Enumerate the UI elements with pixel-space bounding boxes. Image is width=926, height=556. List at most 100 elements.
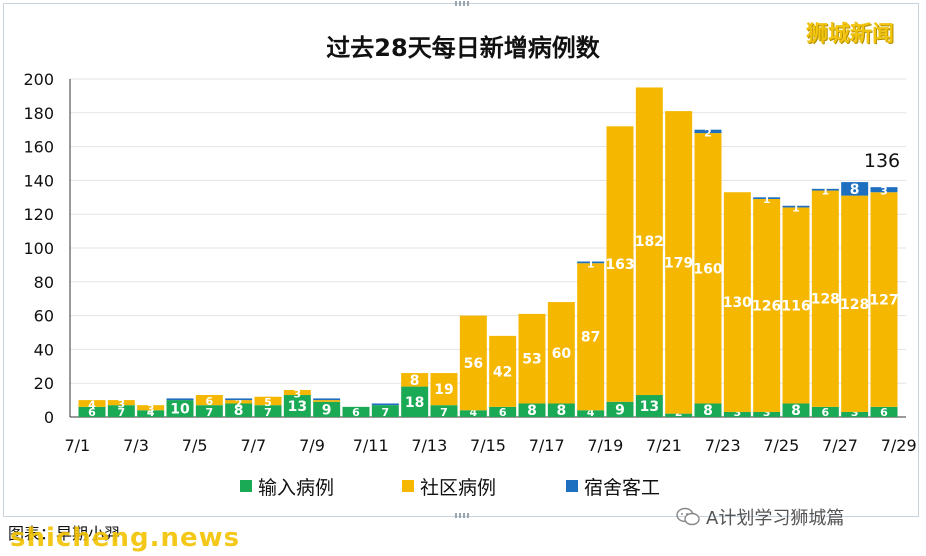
bar-imported xyxy=(195,405,223,417)
data-label-community: 56 xyxy=(464,356,483,372)
data-label-community: 127 xyxy=(869,293,898,309)
x-tick-label: 7/29 xyxy=(881,436,917,455)
data-label-community: 19 xyxy=(434,382,453,398)
y-tick-label: 140 xyxy=(23,171,54,190)
bar-imported xyxy=(635,395,663,417)
bar-dorm xyxy=(753,197,781,199)
bar-community xyxy=(313,400,341,402)
data-label-community: 179 xyxy=(664,255,693,271)
bar-community xyxy=(782,207,810,404)
y-tick-label: 100 xyxy=(23,239,54,258)
x-tick-label: 7/11 xyxy=(353,436,389,455)
bar-community xyxy=(547,302,575,404)
data-label-community: 128 xyxy=(811,292,840,308)
legend-swatch-community xyxy=(402,480,414,492)
legend-label-community: 社区病例 xyxy=(420,476,497,499)
data-label-community: 3 xyxy=(294,387,302,400)
frame-bottom-handle[interactable] xyxy=(455,513,469,518)
bar-imported xyxy=(313,401,341,417)
y-tick-label: 180 xyxy=(23,104,54,123)
data-label-community: 53 xyxy=(522,352,541,368)
data-label-community: 4 xyxy=(88,398,96,411)
x-tick-label: 7/3 xyxy=(123,436,149,455)
data-label-imported: 7 xyxy=(264,406,272,419)
bar-imported xyxy=(870,406,898,417)
bar-dorm xyxy=(577,261,605,264)
y-tick-label: 20 xyxy=(34,374,54,393)
wechat-account-name: A计划学习狮城篇 xyxy=(706,508,845,529)
data-label-dorm: 8 xyxy=(850,182,860,198)
x-tick-label: 7/9 xyxy=(299,436,325,455)
legend-label-imported: 输入病例 xyxy=(258,476,335,499)
data-label-community: 126 xyxy=(752,298,781,314)
bar-community xyxy=(577,263,605,411)
data-label-dorm: 1 xyxy=(587,257,595,270)
bar-dorm xyxy=(782,205,810,208)
data-label-imported: 6 xyxy=(499,406,507,419)
bar-community xyxy=(811,190,839,407)
data-label-imported: 18 xyxy=(405,395,424,411)
data-label-community: 60 xyxy=(552,346,572,362)
bar-dorm xyxy=(694,129,722,134)
bar-imported xyxy=(254,405,282,417)
y-tick-label: 80 xyxy=(34,273,54,292)
total-annotation: 136 xyxy=(864,150,900,172)
data-label-community: 130 xyxy=(723,295,752,311)
y-tick-label: 120 xyxy=(23,205,54,224)
bar-community xyxy=(195,395,223,406)
x-tick-label: 7/5 xyxy=(182,436,208,455)
bar-dorm xyxy=(870,187,898,193)
y-tick-label: 40 xyxy=(34,340,54,359)
bar-community xyxy=(459,315,487,411)
x-tick-label: 7/25 xyxy=(763,436,799,455)
data-label-imported: 4 xyxy=(470,406,478,419)
data-label-imported: 6 xyxy=(880,406,888,419)
bar-dorm xyxy=(841,182,869,196)
bar-dorm xyxy=(371,403,399,406)
data-label-dorm: 3 xyxy=(880,185,888,198)
data-label-imported: 9 xyxy=(615,402,625,418)
bar-imported xyxy=(137,410,165,417)
data-label-dorm: 2 xyxy=(704,126,712,139)
bar-imported xyxy=(665,413,693,417)
legend-label-dorm: 宿舍客工 xyxy=(584,476,661,499)
bar-community xyxy=(841,195,869,412)
data-label-community: 8 xyxy=(410,373,420,389)
x-tick-label: 7/7 xyxy=(240,436,266,455)
brand-logo-text: 狮城新闻 xyxy=(806,22,895,47)
bar-imported xyxy=(371,405,399,417)
data-label-imported: 3 xyxy=(851,406,859,419)
bar-community xyxy=(665,111,693,414)
data-label-community: 160 xyxy=(693,261,722,277)
data-label-imported: 6 xyxy=(352,406,360,419)
data-label-imported: 9 xyxy=(322,402,332,418)
bar-imported xyxy=(342,406,370,417)
data-label-imported: 7 xyxy=(382,406,390,419)
data-label-community: 6 xyxy=(206,395,214,408)
bar-community xyxy=(107,400,135,406)
bar-community xyxy=(606,126,634,402)
data-label-imported: 8 xyxy=(703,403,713,419)
frame-top-handle[interactable] xyxy=(455,1,469,6)
bar-imported xyxy=(489,406,517,417)
data-label-community: 42 xyxy=(493,364,512,380)
bar-community xyxy=(870,192,898,407)
data-label-imported: 3 xyxy=(763,406,771,419)
data-label-community: 3 xyxy=(147,403,155,416)
data-label-imported: 8 xyxy=(527,403,537,419)
x-tick-label: 7/19 xyxy=(587,436,623,455)
data-label-community: 128 xyxy=(840,297,869,313)
data-label-imported: 7 xyxy=(440,406,448,419)
x-tick-label: 7/15 xyxy=(470,436,506,455)
data-label-community: 3 xyxy=(118,398,126,411)
data-label-imported: 8 xyxy=(234,403,244,419)
data-label-imported: 7 xyxy=(118,406,126,419)
y-tick-label: 60 xyxy=(34,307,54,326)
bar-community xyxy=(635,87,663,396)
wechat-account: A计划学习狮城篇 xyxy=(676,502,844,532)
bar-imported xyxy=(401,386,429,417)
bar-community xyxy=(753,198,781,412)
x-tick-label: 7/27 xyxy=(822,436,858,455)
legend-item-community: 社区病例 xyxy=(402,474,497,499)
